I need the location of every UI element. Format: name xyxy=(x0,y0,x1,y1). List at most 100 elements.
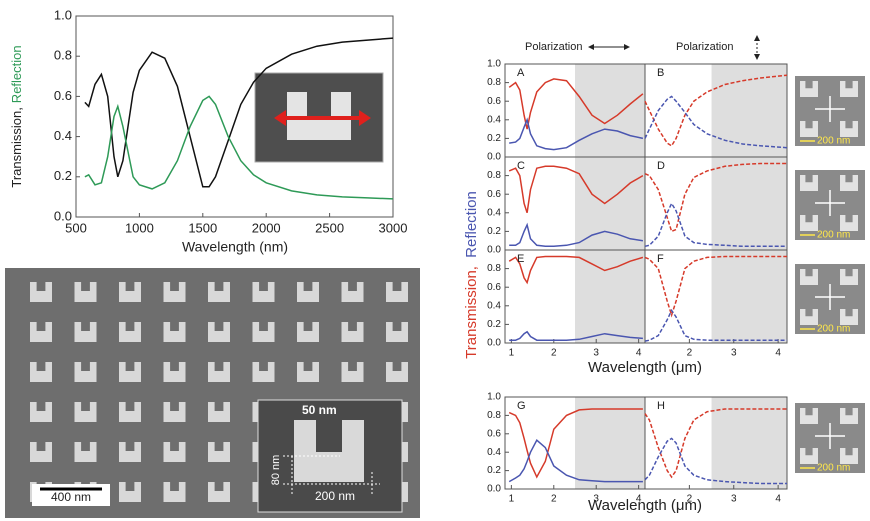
series-line xyxy=(644,74,788,147)
series-line xyxy=(644,408,787,479)
thumbnails: 200 nm 200 nm 200 nm 200 nm xyxy=(795,76,865,474)
y-tick-label: 0.6 xyxy=(54,88,72,103)
scale-label: 200 nm xyxy=(817,463,850,474)
x-tick-label: 2 xyxy=(687,494,693,505)
particle xyxy=(29,322,52,342)
particle xyxy=(800,448,819,464)
scale-label: 200 nm xyxy=(817,324,850,335)
panel-label: C xyxy=(517,160,525,172)
series-line xyxy=(509,117,644,151)
particle xyxy=(252,362,275,382)
series-line xyxy=(508,408,643,479)
series-line xyxy=(644,95,788,149)
particle xyxy=(74,282,97,302)
panel-label: B xyxy=(657,67,664,79)
y-tick-label: 0.4 xyxy=(487,114,501,125)
y-tick-label: 0.0 xyxy=(487,152,501,163)
y-tick-label: 0.8 xyxy=(487,77,501,88)
particle xyxy=(208,402,231,422)
particle xyxy=(840,408,859,424)
particle xyxy=(74,322,97,342)
particle xyxy=(252,322,275,342)
y-tick-label: 0.6 xyxy=(487,282,501,293)
y-tick-label: 0.6 xyxy=(487,428,501,439)
series-line xyxy=(508,165,644,214)
shaded-region xyxy=(575,250,645,343)
y-label-part: Transmission, xyxy=(463,266,480,359)
x-tick-label: 4 xyxy=(636,348,642,359)
x-tick-label: 2 xyxy=(551,348,557,359)
particle xyxy=(297,282,319,302)
particle xyxy=(386,362,408,382)
particle xyxy=(800,81,819,97)
particle xyxy=(29,282,52,302)
shaded-region xyxy=(711,250,787,343)
y-tick-label: 0.0 xyxy=(54,208,72,223)
y-axis-label: Transmission, Reflection xyxy=(9,45,24,187)
y-tick-label: 0.0 xyxy=(487,338,501,349)
dimension-label: 80 nm xyxy=(270,455,282,486)
particle xyxy=(252,282,275,302)
x-tick-label: 3 xyxy=(731,494,737,505)
plot-frame xyxy=(644,396,788,490)
series-line xyxy=(84,37,394,188)
x-tick-label: 3 xyxy=(593,348,599,359)
series-line xyxy=(644,201,787,248)
arrows xyxy=(815,96,845,122)
arrows xyxy=(815,190,845,216)
polarization-label: Polarization xyxy=(525,41,582,53)
particle xyxy=(386,282,408,302)
panel-label: H xyxy=(657,400,665,412)
particle xyxy=(800,269,819,285)
scale-label: 200 nm xyxy=(817,230,850,241)
series-line xyxy=(509,222,644,248)
particle xyxy=(29,362,52,382)
particle xyxy=(341,322,364,342)
particle xyxy=(163,322,186,342)
shaded-region xyxy=(711,397,787,489)
y-tick-label: 0.4 xyxy=(487,207,501,218)
particle xyxy=(840,269,859,285)
x-tick-label: 3000 xyxy=(379,220,408,235)
y-tick-label: 0.8 xyxy=(54,48,72,63)
series-line xyxy=(644,437,787,485)
series-line xyxy=(644,308,787,342)
particle xyxy=(840,309,859,325)
particle xyxy=(163,442,186,462)
x-axis-label: Wavelength (nm) xyxy=(182,239,288,255)
dimension-label: 200 nm xyxy=(315,489,355,503)
particle xyxy=(29,442,52,462)
x-tick-label: 1000 xyxy=(125,220,154,235)
particle xyxy=(800,408,819,424)
y-label-part: Transmission, xyxy=(9,107,24,187)
y-tick-label: 0.4 xyxy=(54,128,72,143)
y-tick-label: 0.6 xyxy=(487,189,501,200)
particle xyxy=(119,322,141,342)
particle xyxy=(840,121,859,137)
x-tick-label: 3 xyxy=(593,494,599,505)
particle xyxy=(800,309,819,325)
y-tick-label: 0.6 xyxy=(487,96,501,107)
y-tick-label: 1.0 xyxy=(54,7,72,22)
particle xyxy=(208,482,231,502)
particle xyxy=(163,362,186,382)
y-tick-label: 0.2 xyxy=(54,168,72,183)
series-line xyxy=(509,330,643,341)
series-line xyxy=(84,95,394,200)
shaded-region xyxy=(575,64,645,157)
arrow-head xyxy=(754,35,760,60)
particle xyxy=(208,442,231,462)
particle xyxy=(208,362,231,382)
y-tick-label: 0.2 xyxy=(487,465,501,476)
y-tick-label: 0.0 xyxy=(487,484,501,495)
x-tick-label: 4 xyxy=(636,494,642,505)
x-tick-label: 2 xyxy=(687,348,693,359)
y-tick-label: 0.2 xyxy=(487,133,501,144)
particle xyxy=(119,442,141,462)
arrows xyxy=(815,284,845,310)
x-tick-label: 4 xyxy=(775,494,781,505)
y-tick-label: 1.0 xyxy=(487,59,501,70)
y-label-part: Reflection xyxy=(463,191,480,258)
particle xyxy=(297,362,319,382)
